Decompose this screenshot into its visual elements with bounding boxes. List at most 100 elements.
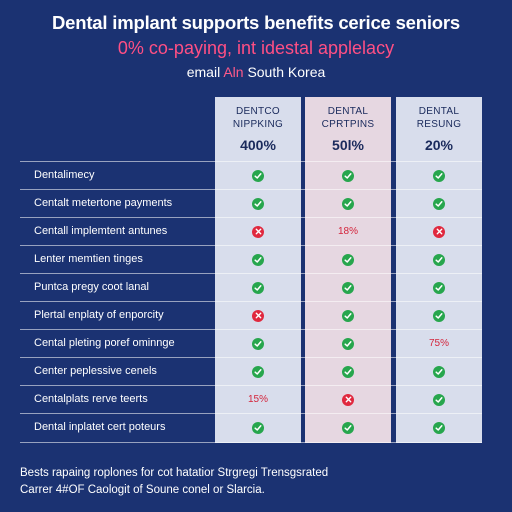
check-icon [252,281,264,294]
check-icon [342,337,354,350]
cross-icon [252,225,264,238]
column-header-label: DENTCO NIPPKING [232,106,284,130]
percentage-value: 15% [247,394,268,405]
row-label: Centalt metertone payments [34,197,173,209]
table-cell [215,414,301,441]
row-label: Dental inplatet cert poteurs [34,421,166,433]
table-cell [396,274,482,301]
table-cell [215,246,301,273]
row-label: Plertal enplaty of enporcity [34,309,164,321]
row-label: Cental pleting poref ominnge [34,337,175,349]
table-cell: 18% [305,218,391,245]
check-icon [342,281,354,294]
column-header-value: 50l% [332,137,364,153]
cross-icon [252,309,264,322]
table-row: Centalt metertone payments [20,189,482,217]
table-cell [396,218,482,245]
table-cell [215,274,301,301]
table-cell [396,358,482,385]
check-icon [433,169,445,182]
table-cell [215,330,301,357]
column-header-value: 20% [424,137,454,153]
row-label: Puntca pregy coot lanal [34,281,149,293]
table-row: Lenter memtien tinges [20,245,482,273]
check-icon [433,393,445,406]
percentage-value: 75% [428,338,449,349]
check-icon [433,421,445,434]
table-row: Center peplessive cenels [20,357,482,385]
table-cell [396,190,482,217]
row-label: Center peplessive cenels [34,365,157,377]
check-icon [433,253,445,266]
column-header-2: DENTAL CPRTPINS 50l% [305,97,391,161]
table-cell [215,162,301,189]
check-icon [252,169,264,182]
column-header-3: DENTAL RESUNG 20% [396,97,482,161]
check-icon [342,365,354,378]
table-cell [215,358,301,385]
footnote-line-1: Bests rapaing roplones for cot hatatior … [20,467,329,479]
cross-icon [433,225,445,238]
table-cell [305,274,391,301]
table-cell [396,302,482,329]
table-cell [396,414,482,441]
table-bottom-divider [20,442,482,443]
table-cell [305,386,391,413]
location-suffix: South Korea [247,64,326,80]
comparison-table: DENTCO NIPPKING 400% DENTAL CPRTPINS 50l… [20,97,482,443]
check-icon [252,253,264,266]
check-icon [342,309,354,322]
table-cell [215,302,301,329]
check-icon [252,197,264,210]
page-title: Dental implant supports benefits cerice … [52,12,460,33]
table-cell [305,162,391,189]
table-cell [215,218,301,245]
table-row: Dental inplatet cert poteurs [20,413,482,441]
location-prefix: email [186,64,221,80]
row-label: Dentalimecy [34,169,95,181]
table-cell [305,190,391,217]
table-cell [305,414,391,441]
table-cell [396,246,482,273]
check-icon [252,365,264,378]
table-cell: 75% [396,330,482,357]
check-icon [252,337,264,350]
table-cell [305,246,391,273]
table-row: Plertal enplaty of enporcity [20,301,482,329]
table-cell [305,330,391,357]
footnote-line-2: Carrer 4#OF Caologit of Soune conel or S… [20,484,265,496]
check-icon [252,421,264,434]
table-cell [305,358,391,385]
row-label: Lenter memtien tinges [34,253,143,265]
check-icon [342,421,354,434]
check-icon [433,309,445,322]
table-cell [396,162,482,189]
column-header-label: DENTAL RESUNG [416,106,462,130]
check-icon [433,281,445,294]
cross-icon [342,393,354,406]
check-icon [433,365,445,378]
row-label: Centalplats rerve teerts [34,393,148,405]
table-cell [305,302,391,329]
location-line: email Aln South Korea [0,64,512,80]
column-header-value: 400% [240,137,276,153]
page-subtitle: 0% co-paying, int idestal applelacy [117,38,395,58]
column-header-1: DENTCO NIPPKING 400% [215,97,301,161]
table-row: Cental pleting poref ominnge 75% [20,329,482,357]
percentage-value: 18% [337,226,358,237]
check-icon [342,169,354,182]
row-label: Centall implemtent antunes [34,225,168,237]
footnote: Bests rapaing roplones for cot hatatior … [20,465,490,499]
table-row: Centalplats rerve teerts 15% [20,385,482,413]
check-icon [342,197,354,210]
table-cell: 15% [215,386,301,413]
check-icon [342,253,354,266]
table-cell [215,190,301,217]
table-cell [396,386,482,413]
column-header-label: DENTAL CPRTPINS [321,106,375,130]
check-icon [433,197,445,210]
table-row: Puntca pregy coot lanal [20,273,482,301]
table-row: Centall implemtent antunes 18% [20,217,482,245]
location-accent: Aln [223,64,244,80]
